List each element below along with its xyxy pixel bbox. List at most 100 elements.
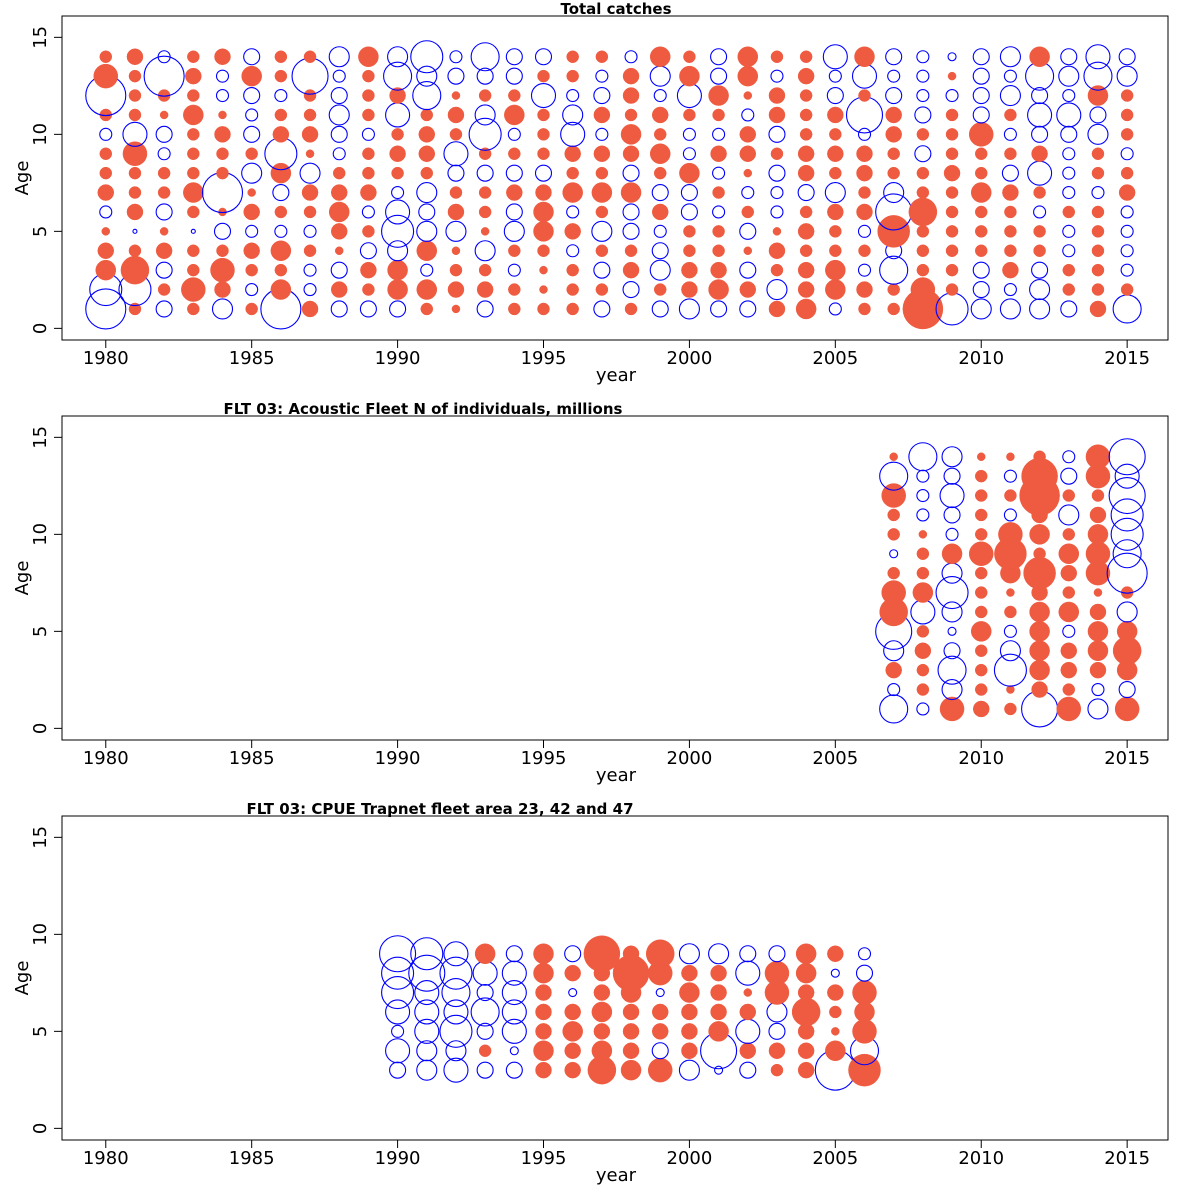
positive-residual-bubble — [768, 300, 786, 318]
positive-residual-bubble — [451, 91, 461, 100]
positive-residual-bubble — [301, 300, 319, 318]
negative-residual-bubble — [1120, 244, 1134, 258]
negative-residual-bubble — [303, 263, 317, 277]
y-tick-label: 5 — [30, 1026, 51, 1037]
negative-residual-bubble — [416, 1059, 438, 1081]
positive-residual-bubble — [976, 452, 986, 461]
negative-residual-bubble — [303, 283, 317, 297]
positive-residual-bubble — [420, 302, 434, 316]
positive-residual-bubble — [1085, 541, 1111, 566]
negative-residual-bubble — [972, 67, 990, 85]
negative-residual-bubble — [416, 220, 438, 242]
negative-residual-bubble — [155, 261, 173, 279]
positive-residual-bubble — [1120, 108, 1134, 122]
negative-residual-bubble — [1062, 147, 1076, 161]
positive-residual-bubble — [831, 1027, 840, 1036]
positive-residual-bubble — [303, 89, 317, 102]
positive-residual-bubble — [476, 281, 494, 298]
positive-residual-bubble — [825, 259, 846, 281]
negative-residual-bubble — [243, 86, 261, 105]
positive-residual-bubble — [797, 1042, 815, 1060]
positive-residual-bubble — [187, 50, 200, 63]
positive-residual-bubble — [183, 104, 204, 126]
positive-residual-bubble — [1087, 621, 1109, 642]
positive-residual-bubble — [99, 50, 113, 63]
positive-residual-bubble — [772, 227, 782, 236]
negative-residual-bubble — [414, 1018, 440, 1044]
positive-residual-bubble — [187, 302, 200, 316]
positive-residual-bubble — [877, 215, 910, 248]
positive-residual-bubble — [478, 205, 492, 219]
negative-residual-bubble — [879, 461, 909, 491]
negative-residual-bubble — [1087, 123, 1109, 145]
negative-residual-bubble — [387, 240, 409, 262]
positive-residual-bubble — [1056, 696, 1082, 722]
positive-residual-bubble — [768, 87, 786, 104]
positive-residual-bubble — [770, 1063, 784, 1077]
positive-residual-bubble — [974, 683, 988, 696]
negative-residual-bubble — [566, 88, 580, 103]
positive-residual-bubble — [970, 182, 992, 203]
positive-residual-bubble — [945, 244, 959, 258]
positive-residual-bubble — [799, 205, 813, 219]
negative-residual-bubble — [476, 1061, 494, 1079]
positive-residual-bubble — [974, 489, 988, 502]
positive-residual-bubble — [247, 188, 256, 197]
negative-residual-bubble — [768, 164, 786, 182]
negative-residual-bubble — [947, 52, 957, 62]
positive-residual-bubble — [218, 110, 227, 120]
negative-residual-bubble — [682, 127, 696, 141]
negative-residual-bubble — [143, 55, 185, 97]
panel-2-title: FLT 03: Acoustic Fleet N of individuals,… — [224, 400, 623, 418]
positive-residual-bubble — [1029, 524, 1050, 545]
panel-cpue-trapnet: FLT 03: CPUE Trapnet fleet area 23, 42 a… — [12, 800, 1169, 1186]
negative-residual-bubble — [939, 482, 965, 509]
negative-residual-bubble — [972, 261, 990, 279]
negative-residual-bubble — [999, 298, 1021, 320]
panel-2-y-label: Age — [12, 561, 33, 596]
negative-residual-bubble — [993, 653, 1027, 687]
negative-residual-bubble — [332, 69, 346, 83]
negative-residual-bubble — [910, 599, 936, 625]
positive-residual-bubble — [916, 166, 930, 180]
positive-residual-bubble — [739, 1042, 757, 1060]
negative-residual-bubble — [155, 203, 173, 221]
positive-residual-bubble — [506, 184, 523, 201]
positive-residual-bubble — [1087, 640, 1109, 662]
negative-residual-bubble — [622, 203, 640, 221]
y-tick-label: 15 — [30, 826, 51, 849]
negative-residual-bubble — [591, 220, 613, 242]
positive-residual-bubble — [535, 1023, 552, 1040]
negative-residual-bubble — [383, 61, 413, 91]
negative-residual-bubble — [1062, 244, 1076, 258]
positive-residual-bubble — [362, 166, 375, 180]
positive-residual-bubble — [710, 261, 727, 279]
positive-residual-bubble — [622, 261, 640, 279]
negative-residual-bubble — [916, 88, 930, 103]
positive-residual-bubble — [770, 263, 784, 277]
negative-residual-bubble — [1031, 86, 1049, 105]
positive-residual-bubble — [885, 126, 902, 143]
negative-residual-bubble — [566, 244, 580, 258]
negative-residual-bubble — [947, 626, 957, 636]
positive-residual-bubble — [622, 1003, 640, 1021]
negative-residual-bubble — [857, 127, 872, 141]
positive-residual-bubble — [651, 203, 669, 221]
negative-residual-bubble — [770, 205, 784, 219]
positive-residual-bubble — [305, 149, 315, 158]
positive-residual-bubble — [941, 543, 963, 564]
positive-residual-bubble — [391, 128, 404, 141]
positive-residual-bubble — [181, 277, 206, 302]
negative-residual-bubble — [215, 69, 230, 83]
negative-residual-bubble — [1033, 205, 1047, 219]
panel-3-y-axis: 0 5 10 15 — [30, 826, 63, 1134]
negative-residual-bubble — [509, 1046, 519, 1056]
positive-residual-bubble — [829, 225, 842, 238]
panel-acoustic-fleet: FLT 03: Acoustic Fleet N of individuals,… — [12, 400, 1169, 786]
negative-residual-bubble — [330, 125, 348, 143]
positive-residual-bubble — [797, 223, 815, 240]
positive-residual-bubble — [825, 279, 846, 300]
panel-total-catches: Total catches 1980 1985 1990 1995 2000 2005 20… — [12, 0, 1169, 386]
negative-residual-bubble — [1029, 298, 1051, 320]
positive-residual-bubble — [647, 1057, 673, 1083]
